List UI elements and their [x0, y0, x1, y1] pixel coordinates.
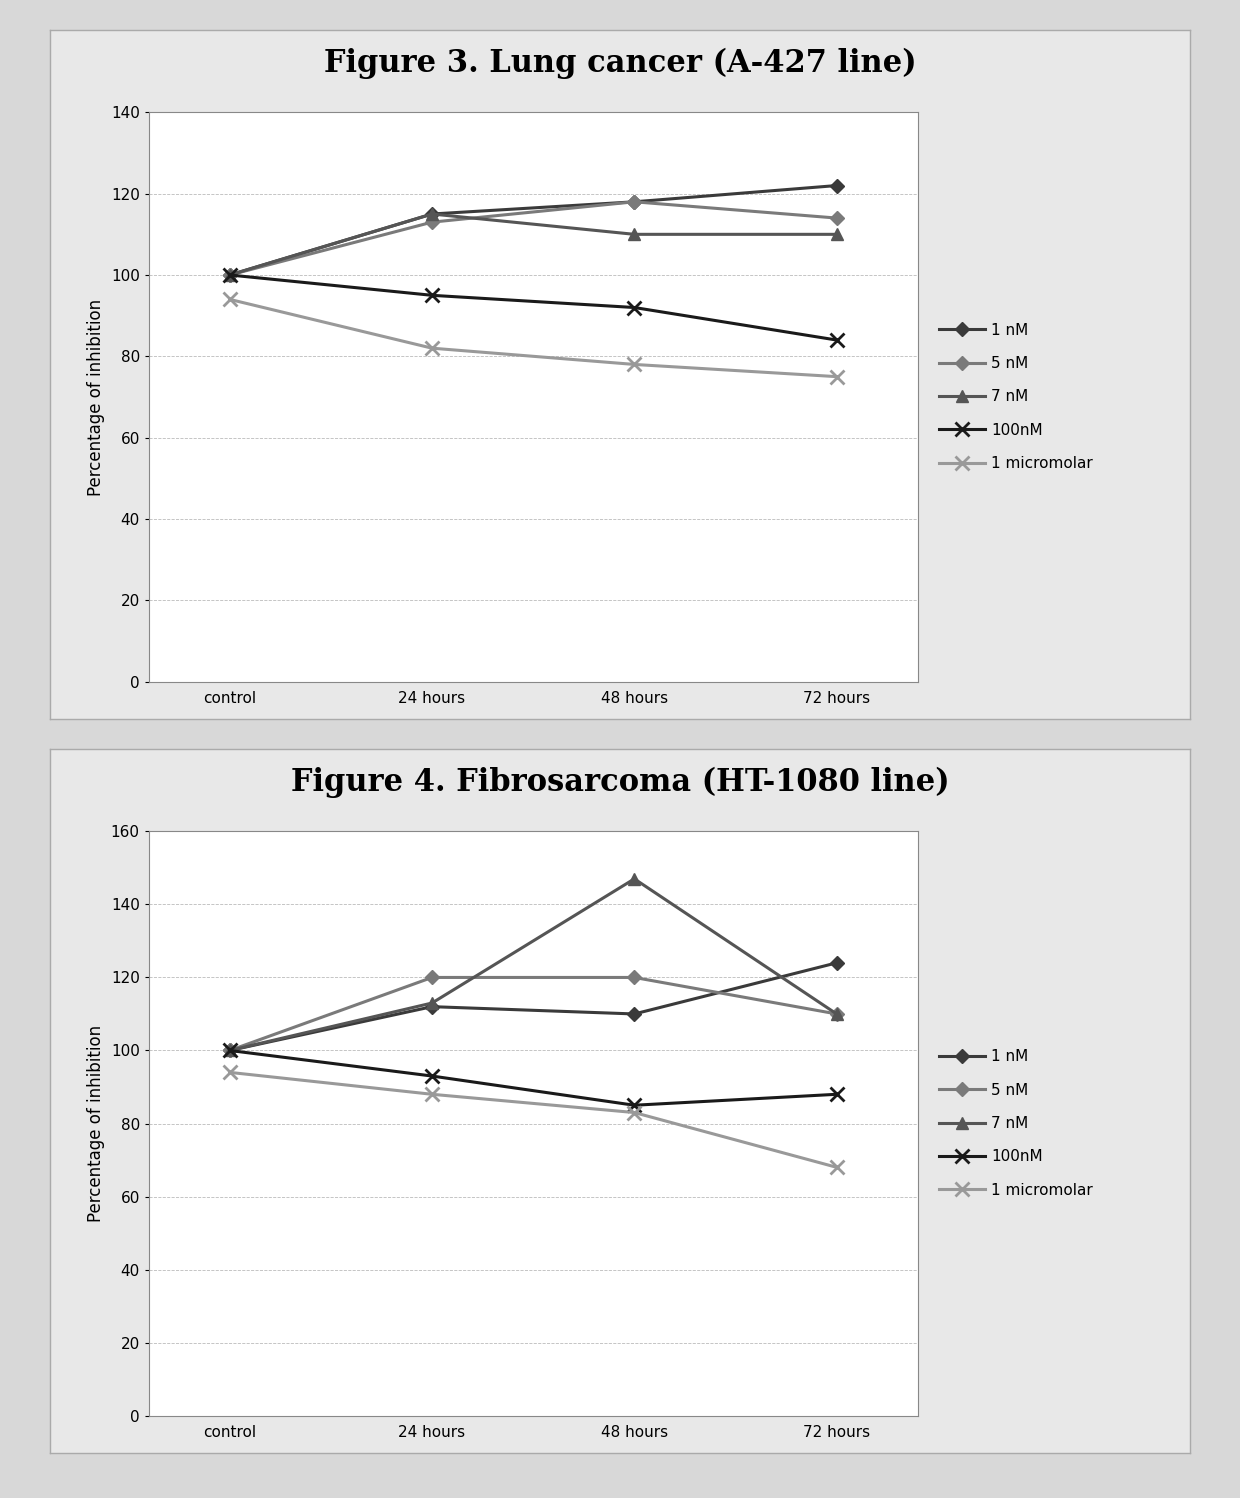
1 micromolar — [424, 1085, 439, 1103]
Line: 7 nM: 7 nM — [224, 208, 842, 280]
Line: 100nM: 100nM — [223, 268, 843, 348]
1 nM — [424, 998, 439, 1016]
Text: Figure 3. Lung cancer (A-427 line): Figure 3. Lung cancer (A-427 line) — [324, 48, 916, 79]
100nM — [627, 298, 642, 316]
1 nM — [627, 1005, 642, 1023]
Line: 5 nM: 5 nM — [224, 972, 842, 1055]
1 micromolar — [222, 291, 237, 309]
1 micromolar — [424, 339, 439, 357]
Legend: 1 nM, 5 nM, 7 nM, 100nM, 1 micromolar: 1 nM, 5 nM, 7 nM, 100nM, 1 micromolar — [932, 1043, 1099, 1204]
Line: 1 nM: 1 nM — [224, 959, 842, 1055]
Line: 100nM: 100nM — [223, 1044, 843, 1112]
7 nM — [830, 225, 844, 243]
100nM — [222, 1041, 237, 1059]
7 nM — [830, 1005, 844, 1023]
Legend: 1 nM, 5 nM, 7 nM, 100nM, 1 micromolar: 1 nM, 5 nM, 7 nM, 100nM, 1 micromolar — [932, 316, 1099, 478]
1 micromolar — [222, 1064, 237, 1082]
5 nM — [830, 210, 844, 228]
7 nM — [222, 1041, 237, 1059]
7 nM — [627, 225, 642, 243]
100nM — [222, 267, 237, 285]
Line: 1 micromolar: 1 micromolar — [223, 292, 843, 383]
5 nM — [627, 193, 642, 211]
1 micromolar — [830, 367, 844, 385]
1 nM — [830, 954, 844, 972]
7 nM — [627, 870, 642, 888]
1 micromolar — [627, 355, 642, 373]
1 nM — [830, 177, 844, 195]
Line: 1 nM: 1 nM — [224, 181, 842, 280]
5 nM — [222, 1041, 237, 1059]
1 nM — [627, 193, 642, 211]
100nM — [627, 1097, 642, 1115]
Line: 7 nM: 7 nM — [224, 873, 842, 1056]
5 nM — [424, 968, 439, 986]
5 nM — [830, 1005, 844, 1023]
1 nM — [222, 1041, 237, 1059]
5 nM — [222, 267, 237, 285]
100nM — [424, 286, 439, 304]
5 nM — [627, 968, 642, 986]
7 nM — [222, 267, 237, 285]
Text: Figure 4. Fibrosarcoma (HT-1080 line): Figure 4. Fibrosarcoma (HT-1080 line) — [290, 767, 950, 798]
1 micromolar — [627, 1104, 642, 1122]
100nM — [830, 331, 844, 349]
100nM — [830, 1085, 844, 1103]
Line: 1 micromolar: 1 micromolar — [223, 1065, 843, 1174]
7 nM — [424, 995, 439, 1013]
5 nM — [424, 213, 439, 231]
1 nM — [424, 205, 439, 223]
Line: 5 nM: 5 nM — [224, 196, 842, 280]
1 micromolar — [830, 1158, 844, 1176]
7 nM — [424, 205, 439, 223]
100nM — [424, 1067, 439, 1085]
1 nM — [222, 267, 237, 285]
Y-axis label: Percentage of inhibition: Percentage of inhibition — [87, 1025, 105, 1222]
Y-axis label: Percentage of inhibition: Percentage of inhibition — [87, 298, 105, 496]
